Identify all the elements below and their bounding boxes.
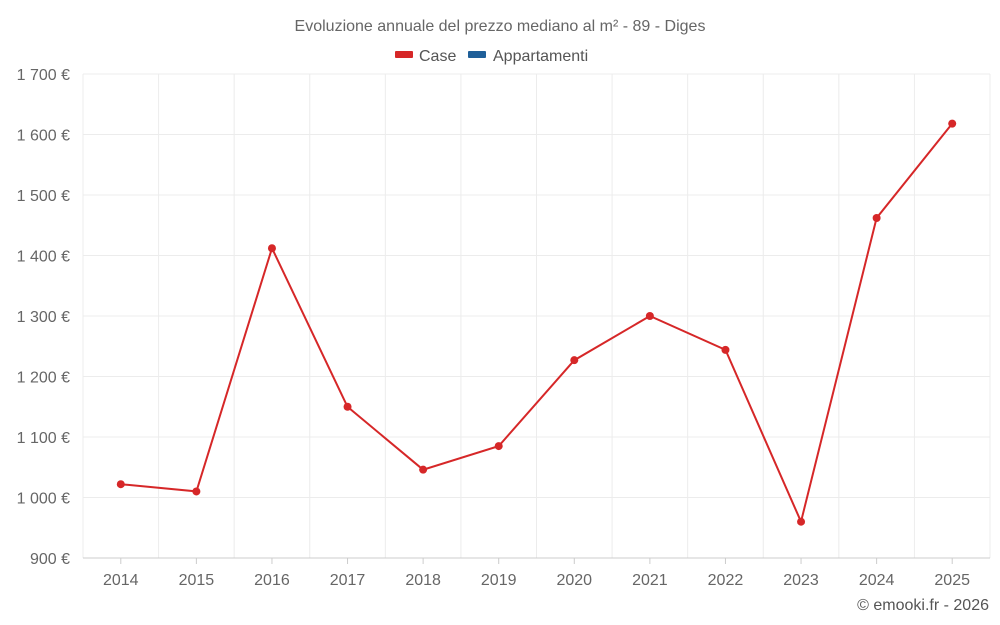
data-point[interactable]	[948, 119, 957, 128]
data-point[interactable]	[570, 356, 579, 365]
data-point[interactable]	[419, 465, 428, 474]
data-point[interactable]	[872, 213, 881, 222]
y-tick-label: 1 400 €	[17, 249, 70, 266]
data-point[interactable]	[116, 480, 125, 489]
x-tick-label: 2021	[632, 572, 668, 589]
data-point[interactable]	[267, 244, 276, 253]
x-tick-label: 2017	[330, 572, 366, 589]
x-axis-ticks: 2014 2015 2016 2017 2018 2019 2020 2021 2022 2023…	[103, 558, 970, 589]
chart-title: Evoluzione annuale del prezzo mediano al…	[295, 18, 706, 35]
legend-item-case[interactable]: Case	[395, 48, 456, 65]
credit-text: © emooki.fr - 2026	[857, 597, 989, 614]
data-point[interactable]	[797, 517, 806, 526]
legend-label-case: Case	[419, 48, 456, 65]
x-tick-label: 2019	[481, 572, 517, 589]
legend: Case Appartamenti	[395, 48, 588, 65]
x-tick-label: 2023	[783, 572, 819, 589]
data-point[interactable]	[192, 487, 201, 496]
y-tick-label: 1 700 €	[17, 67, 70, 84]
legend-swatch-appartamenti	[468, 51, 486, 58]
x-tick-label: 2024	[859, 572, 895, 589]
x-tick-label: 2016	[254, 572, 290, 589]
x-tick-label: 2020	[556, 572, 592, 589]
x-tick-label: 2015	[179, 572, 215, 589]
series	[116, 119, 957, 526]
series-line-case	[120, 122, 953, 525]
data-point[interactable]	[721, 345, 730, 354]
x-tick-label: 2014	[103, 572, 139, 589]
data-point[interactable]	[494, 442, 503, 451]
x-tick-label: 2022	[708, 572, 744, 589]
data-point[interactable]	[645, 312, 654, 320]
legend-swatch-case	[395, 51, 413, 58]
y-tick-label: 900 €	[30, 551, 70, 568]
y-tick-label: 1 200 €	[17, 370, 70, 387]
y-tick-label: 1 000 €	[17, 491, 70, 508]
y-axis-ticks: 900 € 1 000 € 1 100 € 1 200 € 1 300 € 1 400 €…	[17, 67, 70, 568]
x-tick-label: 2018	[405, 572, 441, 589]
grid	[82, 73, 991, 558]
legend-label-appartamenti: Appartamenti	[493, 48, 588, 65]
x-tick-label: 2025	[934, 572, 970, 589]
y-tick-label: 1 300 €	[17, 309, 70, 326]
legend-item-appartamenti[interactable]: Appartamenti	[468, 48, 588, 65]
y-tick-label: 1 500 €	[17, 188, 70, 205]
y-tick-label: 1 600 €	[17, 128, 70, 145]
data-point[interactable]	[343, 402, 352, 411]
y-tick-label: 1 100 €	[17, 430, 70, 447]
